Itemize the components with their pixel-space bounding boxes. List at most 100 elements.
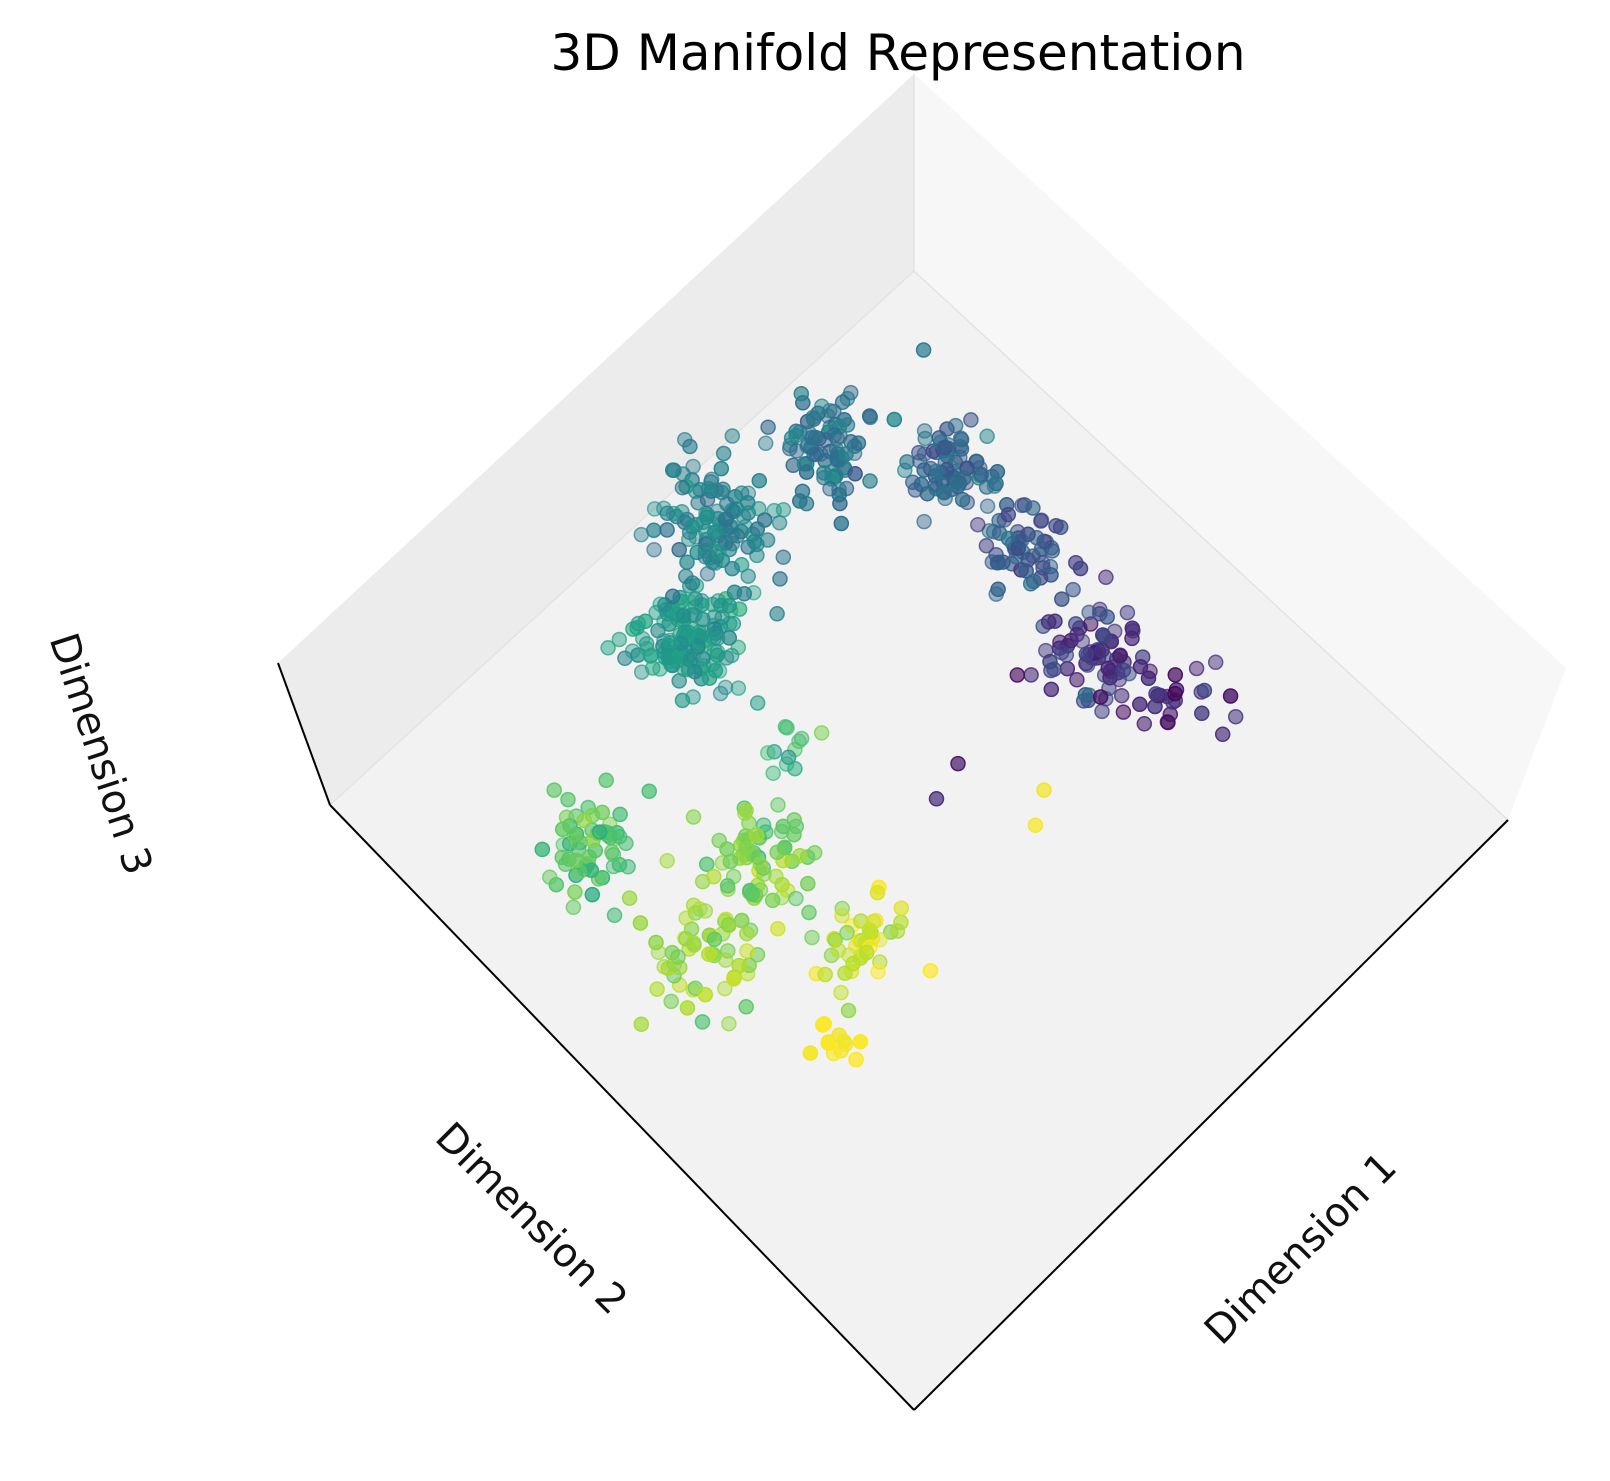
scatter-point-460: [1013, 532, 1030, 549]
scatter-point-772: [845, 955, 861, 972]
scatter-point-457: [1034, 554, 1051, 571]
scatter-point-404: [907, 482, 924, 498]
scatter-point-805: [791, 733, 807, 750]
scatter-point-447: [970, 516, 986, 533]
scatter-point-613: [576, 812, 592, 829]
scatter-point-812: [765, 765, 781, 781]
scatter-point-461: [979, 498, 996, 514]
scatter-point-742: [686, 937, 702, 953]
scatter-point-354: [899, 454, 915, 470]
scatter-point-281: [757, 435, 774, 452]
scatter-point-695: [632, 915, 649, 931]
scatter-point-98: [642, 648, 659, 664]
scatter-point-773: [834, 907, 850, 924]
scatter-point-678: [801, 904, 817, 921]
scatter-point-524: [1040, 614, 1057, 630]
scatter-point-798: [816, 1015, 832, 1032]
scatter-point-724: [679, 1000, 696, 1016]
scatter-point-468: [1023, 667, 1039, 683]
scatter-point-242: [775, 502, 792, 518]
scatter-point-765: [833, 984, 849, 1001]
scatter-point-189: [646, 522, 662, 539]
scatter-point-748: [720, 917, 737, 933]
dimension-3-axis-line: [277, 662, 331, 806]
scatter-point-693: [711, 832, 727, 849]
scatter-point-536: [1078, 646, 1095, 662]
scatter-point-530: [1077, 686, 1094, 703]
scatter-point-610: [542, 869, 558, 885]
scatter-point-521: [1074, 633, 1091, 649]
scatter-point-654: [770, 797, 786, 813]
scatter-point-456: [1048, 518, 1064, 534]
scatter-point-741: [697, 903, 714, 919]
scatter-point-80: [769, 606, 785, 622]
scatter-point-366: [979, 428, 995, 445]
scatter-point-802: [813, 725, 830, 741]
scatter-point-124: [709, 643, 726, 660]
scatter-point-528: [1081, 604, 1097, 621]
scatter-point-275: [862, 473, 878, 489]
scatter-point-719: [721, 1015, 737, 1032]
scatter-point-245: [751, 472, 768, 489]
scatter-point-332: [822, 481, 838, 497]
scatter-point-372: [952, 430, 969, 446]
axis-lines: [277, 662, 1509, 1411]
scatter-point-368: [963, 412, 979, 428]
pane-edge-right: [913, 270, 1509, 821]
scatter-point-817: [950, 755, 966, 772]
scatter-point-205: [671, 541, 687, 558]
scatter-point-291: [794, 483, 811, 500]
scatter-point-130: [695, 611, 711, 628]
scatter-point-565: [598, 772, 614, 789]
scatter-point-781: [830, 942, 847, 959]
scatter-point-210: [713, 460, 730, 477]
back-left-pane: [278, 74, 914, 805]
scatter-point-478: [1009, 667, 1026, 683]
scatter-point-538: [1096, 629, 1112, 645]
scatter-point-333: [829, 430, 845, 447]
scatter-point-618: [583, 862, 600, 879]
scatter-point-122: [676, 661, 692, 678]
scatter-point-733: [720, 943, 736, 959]
scatter-point-622: [594, 804, 611, 821]
scatter-point-384: [954, 491, 971, 508]
scatter-point-705: [663, 993, 679, 1010]
chart-title: 3D Manifold Representation: [550, 24, 1245, 82]
scatter-point-607: [599, 827, 616, 844]
scatter-point-816: [1027, 817, 1044, 833]
scatter-point-527: [1124, 630, 1140, 647]
scatter-point-558: [1167, 685, 1183, 702]
scatter-point-619: [565, 899, 582, 916]
scatter-point-96: [600, 640, 616, 656]
scatter-point-453: [988, 586, 1004, 602]
scatter-point-735: [694, 1014, 711, 1030]
back-right-pane: [914, 74, 1566, 820]
scatter-point-591: [584, 886, 601, 903]
scatter-point-196: [678, 568, 694, 585]
scatter-point-330: [804, 429, 820, 446]
scatter-point-785: [870, 963, 886, 980]
scatter-point-722: [659, 853, 675, 869]
scatter-point-227: [700, 480, 717, 497]
scatter-point-740: [633, 1016, 650, 1032]
scatter-point-809: [760, 745, 776, 761]
x-axis-label: Dimension 1: [1196, 1144, 1406, 1354]
floor-pane: [330, 271, 1508, 1410]
scatter-point-157: [646, 541, 662, 558]
scatter-point-139: [721, 630, 738, 646]
scatter-point-818: [928, 791, 945, 807]
scatter-point-208: [726, 584, 743, 600]
scatter-point-504: [1059, 660, 1076, 677]
scatter-point-334: [816, 465, 832, 481]
scatter-point-129: [657, 649, 674, 666]
scatter-point-400: [916, 513, 932, 530]
scatter-point-224: [674, 503, 690, 520]
scatter-point-119: [723, 647, 740, 664]
scatter-point-246: [706, 524, 723, 541]
scatter-point-813: [787, 760, 803, 777]
scatter-point-560: [1227, 708, 1244, 725]
scatter-point-624: [569, 834, 586, 850]
scatter-point-95: [712, 685, 729, 702]
dimension-2-axis-line: [329, 804, 915, 1411]
scatter-point-503: [1112, 647, 1129, 664]
